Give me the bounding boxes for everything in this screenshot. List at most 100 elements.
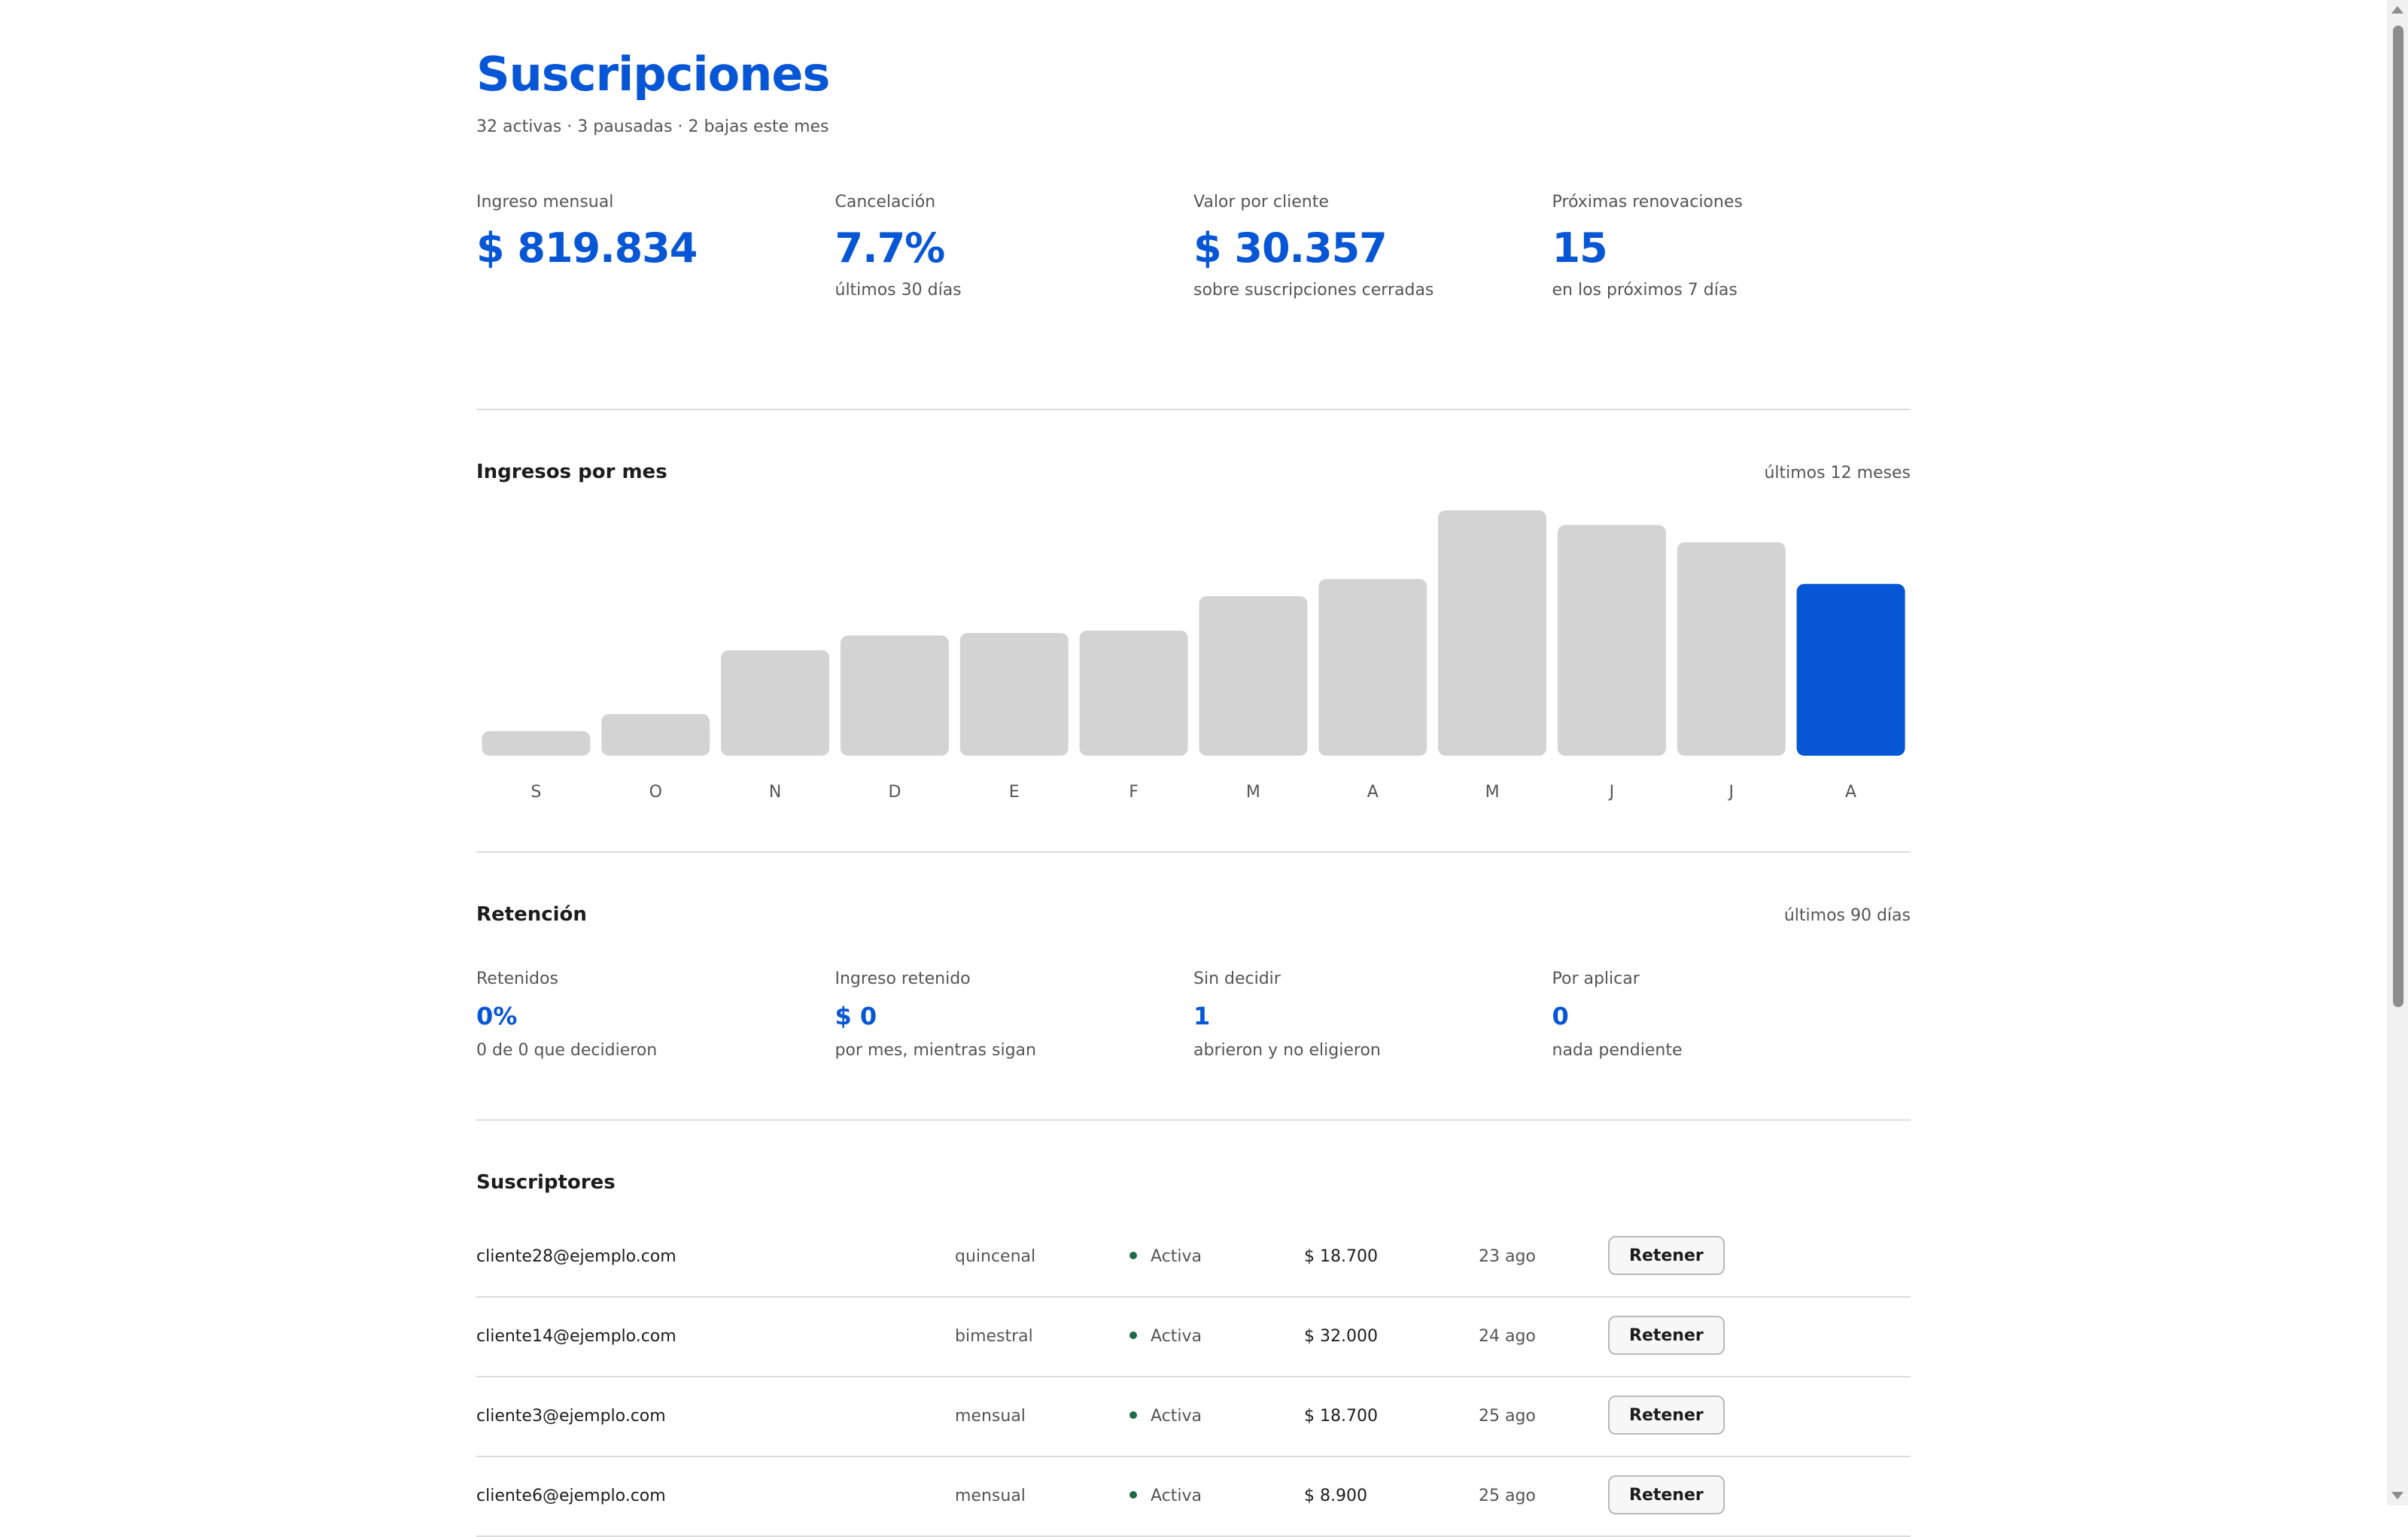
subscriber-renewal-date: 25 ago (1479, 1407, 1536, 1426)
bar-8 (1318, 579, 1427, 756)
action-cell: Retener (1608, 1218, 1725, 1296)
retention-retained: Retenidos 0% 0 de 0 que decidieron (476, 969, 835, 1060)
subscriber-renewal-date: 23 ago (1479, 1247, 1536, 1266)
retention-note: nada pendiente (1552, 1041, 1683, 1060)
subscriber-renewal-date: 24 ago (1479, 1327, 1536, 1346)
kpi-value: 7.7% (835, 224, 946, 272)
subscriber-email: cliente3@ejemplo.com (476, 1407, 666, 1426)
subscriber-plan: quincenal (955, 1247, 1036, 1266)
subscriber-email: cliente28@ejemplo.com (476, 1247, 676, 1266)
subscriber-amount: $ 18.700 (1304, 1247, 1378, 1266)
status-label: Activa (1151, 1327, 1202, 1346)
retention-section-title: Retención (476, 903, 587, 926)
bar-12 (1796, 583, 1905, 756)
retention-note: por mes, mientras sigan (835, 1041, 1036, 1060)
subscriber-status: Activa (1130, 1457, 1202, 1535)
bar-9 (1438, 510, 1547, 756)
kpi-cancellation: Cancelación 7.7% últimos 30 días (835, 193, 1194, 300)
retention-value: $ 0 (835, 1002, 877, 1030)
divider (476, 409, 1911, 410)
x-tick-label: A (1367, 783, 1379, 802)
retention-revenue: Ingreso retenido $ 0 por mes, mientras s… (835, 969, 1194, 1060)
retain-button[interactable]: Retener (1608, 1395, 1725, 1435)
retention-value: 0 (1552, 1002, 1569, 1030)
table-row: cliente28@ejemplo.com quincenal Activa $… (476, 1218, 1911, 1298)
bar-5 (959, 633, 1069, 756)
subscriber-plan: bimestral (955, 1327, 1033, 1346)
x-tick-label: O (649, 783, 662, 802)
bar-3 (721, 650, 830, 756)
scroll-up-arrow-icon[interactable] (2391, 6, 2403, 14)
vertical-scrollbar[interactable] (2387, 0, 2408, 1505)
status-label: Activa (1151, 1487, 1202, 1505)
x-tick-label: D (888, 783, 901, 802)
subscriber-renewal-date: 25 ago (1479, 1487, 1536, 1505)
divider (476, 851, 1911, 853)
bar-7 (1199, 596, 1308, 756)
retention-label: Retenidos (476, 969, 558, 988)
kpi-note: en los próximos 7 días (1552, 281, 1738, 300)
kpi-note: últimos 30 días (835, 281, 962, 300)
retention-pending: Por aplicar 0 nada pendiente (1552, 969, 1911, 1060)
subscriber-amount: $ 18.700 (1304, 1407, 1378, 1426)
subscriber-plan: mensual (955, 1407, 1026, 1426)
table-row: cliente3@ejemplo.com mensual Activa $ 18… (476, 1377, 1911, 1457)
scrollbar-thumb[interactable] (2393, 26, 2403, 1007)
x-tick-label: M (1485, 783, 1500, 802)
bar-2 (601, 714, 710, 756)
kpi-label: Ingreso mensual (476, 193, 614, 212)
x-tick-label: A (1845, 783, 1856, 802)
action-cell: Retener (1608, 1377, 1725, 1456)
retention-label: Sin decidir (1193, 969, 1281, 988)
retention-note: 0 de 0 que decidieron (476, 1041, 658, 1060)
table-row: cliente14@ejemplo.com bimestral Activa $… (476, 1298, 1911, 1377)
page-subtitle: 32 activas · 3 pausadas · 2 bajas este m… (476, 117, 829, 136)
subscriber-status: Activa (1130, 1218, 1202, 1296)
revenue-period: últimos 12 meses (1764, 464, 1911, 482)
x-tick-label: N (769, 783, 781, 802)
kpi-value: $ 819.834 (476, 224, 698, 272)
kpi-value: $ 30.357 (1193, 224, 1388, 272)
retention-stats: Retenidos 0% 0 de 0 que decidieron Ingre… (476, 969, 1911, 1060)
action-cell: Retener (1608, 1298, 1725, 1376)
status-dot-icon (1130, 1252, 1137, 1259)
subscriber-status: Activa (1130, 1377, 1202, 1456)
x-tick-label: S (531, 783, 541, 802)
retain-button[interactable]: Retener (1608, 1475, 1725, 1514)
kpi-note: sobre suscripciones cerradas (1193, 281, 1434, 300)
table-row: cliente6@ejemplo.com mensual Activa $ 8.… (476, 1457, 1911, 1537)
subscriber-amount: $ 32.000 (1304, 1327, 1378, 1346)
kpi-monthly-revenue: Ingreso mensual $ 819.834 (476, 193, 835, 300)
retention-label: Por aplicar (1552, 969, 1640, 988)
scroll-down-arrow-icon[interactable] (2391, 1492, 2403, 1499)
retention-label: Ingreso retenido (835, 969, 971, 988)
retain-button[interactable]: Retener (1608, 1316, 1725, 1355)
retention-value: 1 (1193, 1002, 1211, 1030)
kpi-label: Cancelación (835, 193, 936, 212)
status-label: Activa (1151, 1407, 1202, 1426)
subscriber-status: Activa (1130, 1298, 1202, 1376)
bar-1 (482, 731, 591, 756)
bar-11 (1677, 542, 1786, 756)
divider (476, 1119, 1911, 1121)
retention-undecided: Sin decidir 1 abrieron y no eligieron (1193, 969, 1552, 1060)
kpi-label: Valor por cliente (1193, 193, 1329, 212)
kpi-label: Próximas renovaciones (1552, 193, 1743, 212)
x-tick-label: M (1246, 783, 1260, 802)
subscriber-plan: mensual (955, 1487, 1026, 1505)
bar-10 (1557, 525, 1666, 756)
revenue-section-title: Ingresos por mes (476, 461, 667, 483)
x-tick-label: F (1129, 783, 1139, 802)
retention-note: abrieron y no eligieron (1193, 1041, 1381, 1060)
kpi-value: 15 (1552, 224, 1608, 272)
status-dot-icon (1130, 1332, 1137, 1339)
x-tick-label: E (1009, 783, 1020, 802)
subscribers-section-title: Suscriptores (476, 1171, 616, 1194)
subscriber-amount: $ 8.900 (1304, 1487, 1367, 1505)
action-cell: Retener (1608, 1457, 1725, 1535)
status-dot-icon (1130, 1491, 1137, 1499)
status-label: Activa (1151, 1247, 1202, 1266)
retain-button[interactable]: Retener (1608, 1236, 1725, 1275)
